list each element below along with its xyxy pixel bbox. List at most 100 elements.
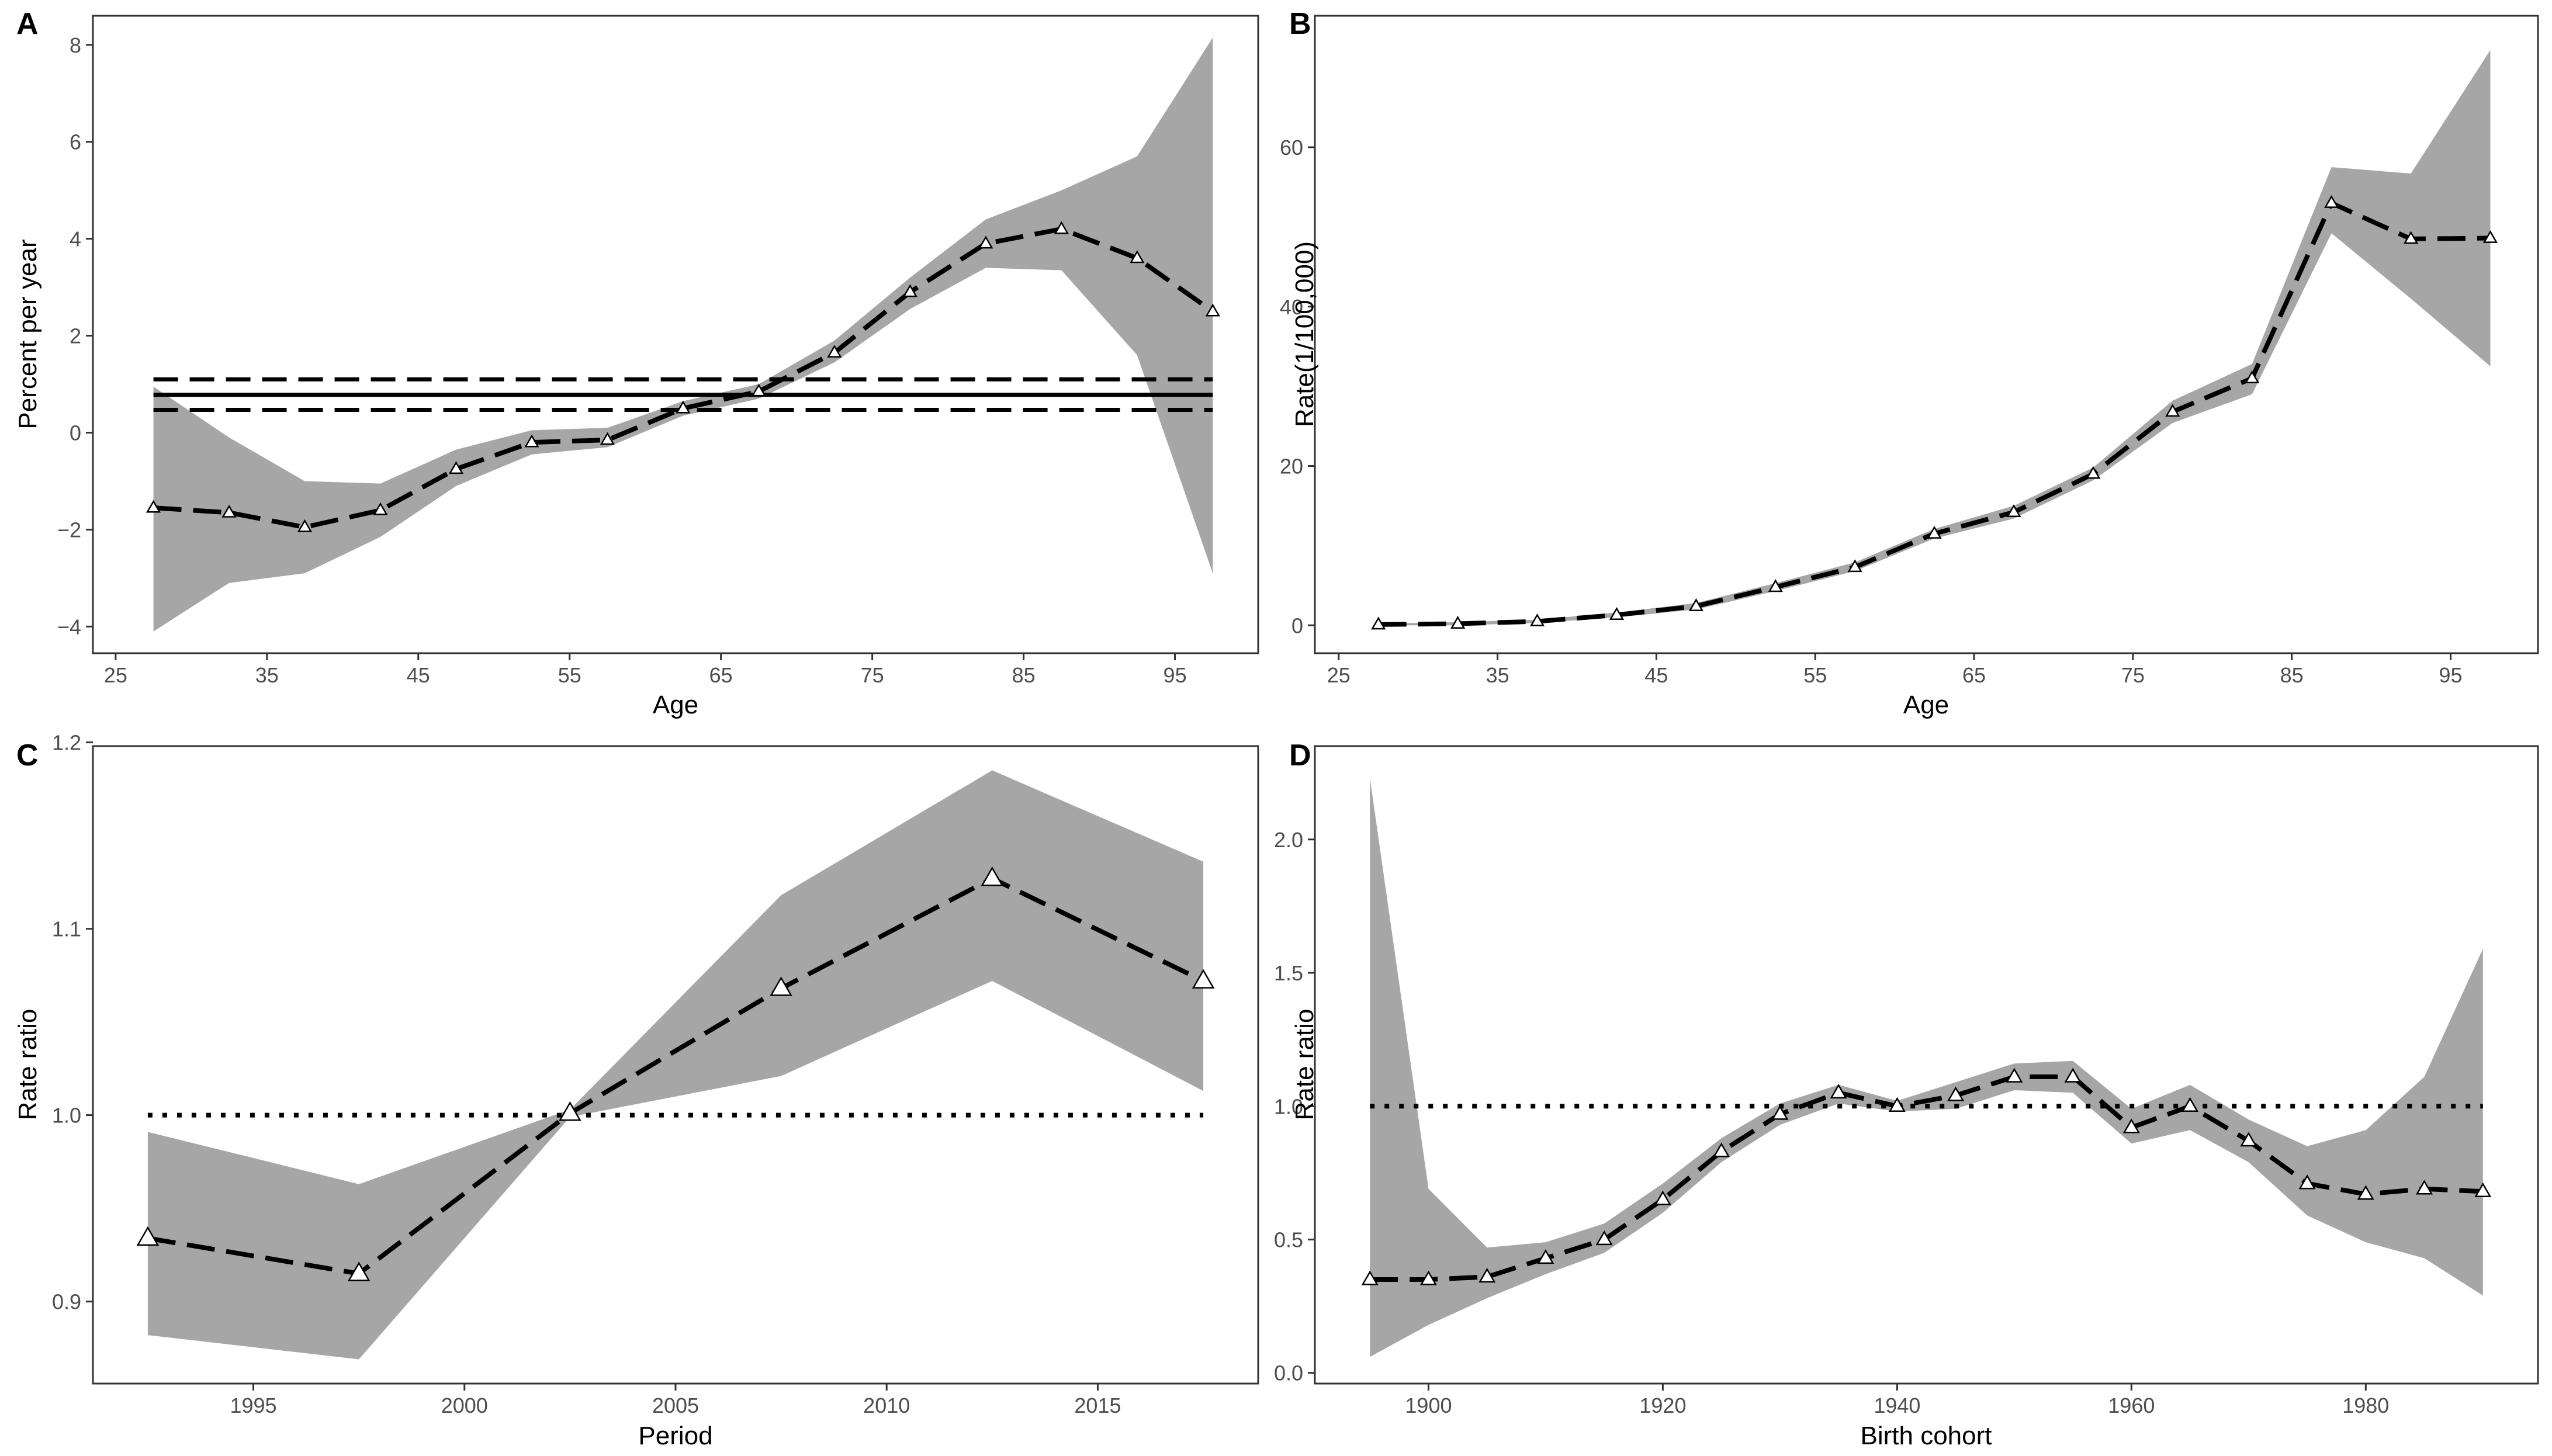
panel-d-y-axis-title: Rate ratio — [1290, 1009, 1319, 1121]
panel-b-x-tick-label: 55 — [1803, 663, 1827, 687]
panel-a-y-tick-label: 0 — [70, 421, 81, 445]
panel-c-y-tick-label: 1.0 — [52, 1104, 81, 1128]
panel-a-confidence-band — [153, 37, 1213, 632]
panel-d-y-tick-label: 0.5 — [1274, 1228, 1303, 1252]
panel-a-data-point — [1054, 221, 1069, 234]
panel-d-x-tick-label: 1920 — [1639, 1393, 1686, 1417]
panel-c-x-tick-label: 2015 — [1074, 1393, 1121, 1417]
panel-d-data-point — [2064, 1067, 2082, 1083]
panel-d: D 1900 1920 1940 1960 1980 0.0 0.5 1.0 1.5 2.0 B… — [1274, 739, 2539, 1450]
panel-a-data-point — [751, 383, 767, 397]
panel-d-data-point — [1713, 1142, 1730, 1157]
panel-b-data-point — [1768, 579, 1783, 592]
panel-b-x-tick-label: 45 — [1644, 663, 1668, 687]
panel-b-data-point — [1609, 606, 1625, 620]
panel-d-y-tick-label: 1.5 — [1274, 961, 1303, 985]
panel-d-y-tick-label: 1.0 — [1274, 1094, 1303, 1118]
panel-b: B 25 35 45 55 65 75 85 95 0 20 40 60 Age Rate(1/10… — [1280, 7, 2539, 719]
panel-c-confidence-band — [147, 770, 1204, 1360]
panel-b-tag: B — [1289, 7, 1311, 41]
panel-a-data-point — [1130, 250, 1145, 264]
panel-c-x-axis-title: Period — [638, 1422, 712, 1450]
panel-b-y-tick-label: 60 — [1280, 136, 1303, 160]
panel-a-frame — [92, 15, 1259, 654]
panel-d-data-point — [2240, 1132, 2257, 1147]
panel-d-data-point — [2298, 1174, 2316, 1190]
panel-c-data-point — [347, 1261, 370, 1281]
panel-a-data-point — [297, 519, 313, 532]
panel-d-data-point — [1771, 1105, 1789, 1120]
panel-d-data-point — [1947, 1086, 1965, 1101]
panel-b-x-tick-label: 35 — [1486, 663, 1509, 687]
panel-b-y-tick-label: 40 — [1280, 295, 1303, 319]
panel-a-y-axis-title: Percent per year — [13, 239, 42, 429]
panel-d-data-point — [1419, 1270, 1437, 1285]
panel-d-data-point — [1595, 1230, 1613, 1246]
panel-b-data-point — [1529, 613, 1545, 626]
panel-c-x-tick-label: 2010 — [863, 1393, 910, 1417]
panel-d-x-tick-label: 1940 — [1874, 1393, 1920, 1417]
panel-d-estimate-line — [1370, 1074, 2483, 1282]
panel-b-confidence-band — [1378, 50, 2491, 626]
panel-a-x-tick-label: 65 — [709, 663, 733, 687]
panel-d-data-point — [1478, 1267, 1496, 1283]
panel-d-data-point — [2182, 1097, 2199, 1112]
panel-b-data-point — [2403, 231, 2419, 244]
panel-a-data-point — [600, 432, 615, 445]
panel-d-tag: D — [1289, 739, 1311, 772]
panel-c-data-point — [770, 976, 792, 996]
panel-b-x-tick-label: 25 — [1327, 663, 1351, 687]
panel-a-estimate-line — [153, 227, 1214, 530]
panel-a-data-point — [1205, 303, 1220, 317]
panel-c-data-point — [981, 866, 1004, 886]
panel-d-x-tick-label: 1980 — [2342, 1393, 2389, 1417]
panel-b-data-point — [2006, 504, 2021, 518]
panel-a-data-point — [373, 502, 388, 515]
panel-a: A 25 35 45 55 65 75 85 95 −4 −2 0 2 4 6 8 Age Percent… — [13, 7, 1259, 719]
panel-c-x-tick-label: 2000 — [441, 1393, 488, 1417]
panel-a-y-tick-label: −4 — [57, 615, 81, 639]
panel-b-data-point — [1847, 559, 1862, 573]
panel-a-data-point — [221, 504, 237, 518]
panel-b-y-tick-label: 0 — [1291, 613, 1303, 637]
panel-d-data-point — [1361, 1270, 1379, 1285]
panel-b-x-tick-label: 65 — [1962, 663, 1986, 687]
panel-d-data-point — [2357, 1185, 2374, 1200]
panel-c-x-tick-label: 1995 — [230, 1393, 276, 1417]
panel-d-frame — [1314, 745, 2539, 1385]
panel-c-y-tick-label: 1.1 — [52, 917, 81, 941]
panel-d-data-point — [1830, 1083, 1847, 1099]
panel-d-data-point — [2122, 1118, 2140, 1133]
panel-a-data-point — [978, 235, 993, 249]
panel-a-y-tick-label: 2 — [70, 324, 81, 348]
panel-d-data-point — [2006, 1067, 2023, 1083]
panel-a-y-tick-label: 4 — [70, 227, 81, 251]
panel-d-y-tick-label: 0.0 — [1274, 1361, 1303, 1385]
panel-b-estimate-line — [1378, 200, 2491, 627]
panel-a-data-point — [524, 434, 539, 448]
panel-c-y-tick-label: 0.9 — [52, 1290, 81, 1314]
panel-b-data-point — [2324, 195, 2339, 208]
panel-b-data-point — [2482, 230, 2498, 243]
panel-d-x-tick-label: 1960 — [2108, 1393, 2155, 1417]
panel-c-data-point — [1192, 969, 1215, 989]
panel-a-data-point — [676, 400, 691, 414]
panel-a-tag: A — [16, 7, 39, 41]
panel-b-x-tick-label: 95 — [2439, 663, 2462, 687]
panel-b-data-point — [1688, 598, 1703, 611]
panel-b-y-axis-title: Rate(1/100,000) — [1290, 241, 1319, 427]
panel-d-confidence-band — [1370, 778, 2483, 1357]
panel-d-data-point — [1654, 1190, 1671, 1205]
panel-a-x-tick-label: 55 — [558, 663, 581, 687]
panel-c: C 1995 2000 2005 2010 2015 0.9 1.0 1.1 1.2 Peri… — [13, 731, 1259, 1450]
panel-a-x-tick-label: 95 — [1164, 663, 1187, 687]
panel-b-frame — [1314, 15, 2539, 654]
panel-c-y-tick-label: 1.2 — [52, 731, 81, 755]
panel-c-data-point — [136, 1226, 160, 1246]
panel-a-data-point — [827, 345, 842, 358]
panel-a-x-tick-label: 45 — [407, 663, 430, 687]
panel-a-x-tick-label: 25 — [104, 663, 127, 687]
panel-a-x-tick-label: 35 — [255, 663, 279, 687]
panel-b-x-tick-label: 75 — [2121, 663, 2145, 687]
